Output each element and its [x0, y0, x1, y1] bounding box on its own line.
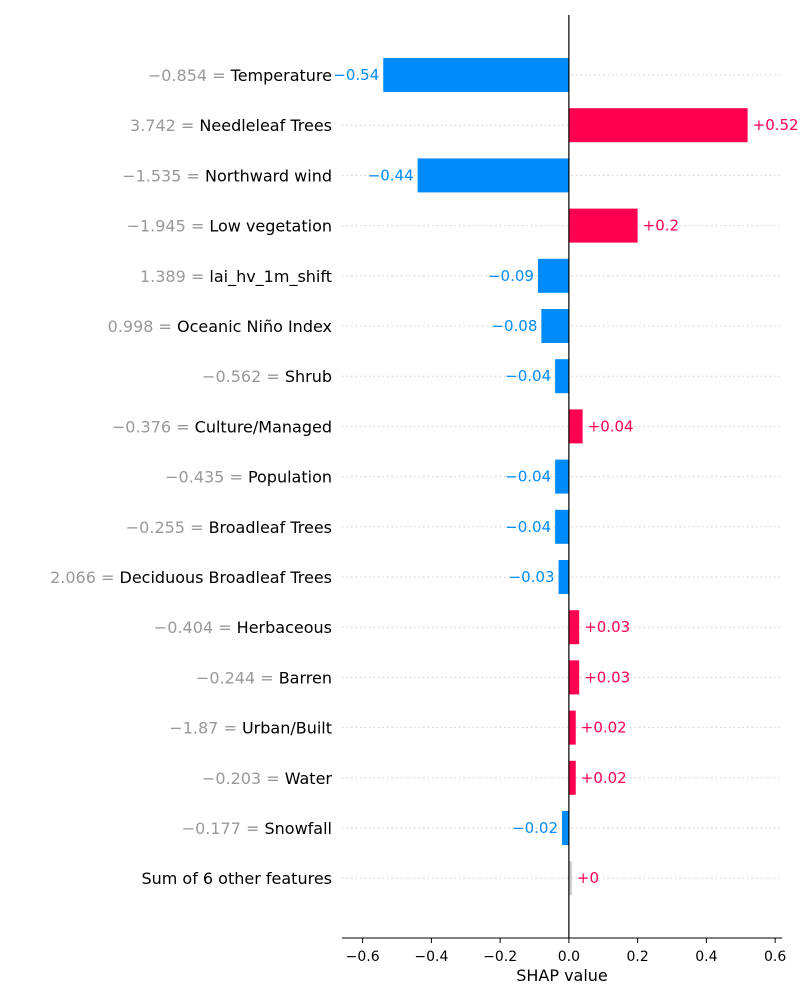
bar	[541, 309, 569, 343]
data-label: +0.03	[584, 618, 630, 636]
x-tick-label: 0.4	[695, 949, 717, 965]
data-label: −0.03	[509, 568, 555, 586]
feature-label: −1.87 = Urban/Built	[169, 719, 332, 738]
feature-name: Barren	[279, 668, 332, 687]
bar	[558, 560, 569, 594]
feature-label: −0.376 = Culture/Managed	[112, 417, 332, 436]
bar	[417, 158, 569, 193]
x-tick-label: 0.6	[764, 949, 786, 965]
feature-label: −0.177 = Snowfall	[182, 819, 332, 838]
feature-label: −0.244 = Barren	[196, 668, 332, 687]
feature-value: 1.389 =	[140, 267, 209, 286]
feature-label: −0.854 = Temperature	[148, 66, 332, 85]
feature-value: −1.945 =	[127, 217, 210, 236]
feature-value: −0.255 =	[126, 518, 209, 537]
bar	[568, 208, 638, 243]
data-label: +0.02	[581, 719, 627, 737]
feature-value: −1.87 =	[169, 719, 242, 738]
feature-value: 2.066 =	[50, 568, 119, 587]
feature-name: Urban/Built	[242, 719, 332, 738]
data-label: −0.02	[512, 819, 558, 837]
feature-name: lai_hv_1m_shift	[209, 267, 332, 287]
x-tick-label: −0.2	[483, 949, 517, 965]
bar	[568, 861, 572, 896]
feature-labels: −0.854 = Temperature 3.742 = Needleleaf T…	[50, 66, 332, 888]
feature-label: 0.998 = Oceanic Niño Index	[108, 317, 332, 336]
feature-name: Snowfall	[265, 819, 333, 838]
feature-label: −0.255 = Broadleaf Trees	[126, 518, 332, 537]
bar	[383, 58, 569, 92]
feature-value: −0.854 =	[148, 66, 231, 85]
bar	[537, 258, 569, 293]
feature-label: Sum of 6 other features	[141, 869, 332, 888]
feature-value: −1.535 =	[122, 166, 205, 185]
x-tick-label: 0.2	[626, 949, 648, 965]
data-label: +0.52	[753, 116, 799, 134]
bar	[568, 710, 576, 745]
bar	[568, 409, 583, 444]
feature-label: 2.066 = Deciduous Broadleaf Trees	[50, 568, 332, 587]
x-tick-label: −0.4	[414, 949, 448, 965]
x-tick-label: 0.0	[558, 949, 580, 965]
row-guides	[342, 74, 782, 879]
feature-label: 1.389 = lai_hv_1m_shift	[140, 267, 332, 287]
bar	[555, 459, 569, 494]
data-label: −0.09	[488, 267, 534, 285]
data-label: −0.04	[505, 367, 551, 385]
feature-value: −0.177 =	[182, 819, 265, 838]
feature-label: 3.742 = Needleleaf Trees	[130, 116, 332, 135]
feature-name: Shrub	[285, 367, 332, 386]
bar	[555, 359, 569, 394]
feature-name: Temperature	[230, 66, 332, 85]
feature-name: Oceanic Niño Index	[177, 317, 332, 336]
feature-value: 0.998 =	[108, 317, 177, 336]
bar	[562, 811, 569, 845]
feature-name: Deciduous Broadleaf Trees	[120, 568, 333, 587]
data-label: +0.02	[581, 769, 627, 787]
data-label: +0.04	[588, 417, 634, 435]
bar	[555, 509, 569, 544]
feature-name: Population	[248, 468, 332, 487]
data-label: −0.54	[333, 66, 379, 84]
x-axis: −0.6 −0.4 −0.2 0.0 0.2 0.4 0.6	[342, 937, 786, 965]
feature-label: −0.562 = Shrub	[202, 367, 332, 386]
feature-value: −0.562 =	[202, 367, 285, 386]
data-label: −0.04	[505, 518, 551, 536]
feature-value: −0.404 =	[154, 618, 237, 637]
bar	[568, 760, 576, 795]
feature-name: Culture/Managed	[195, 417, 332, 436]
feature-label: −0.404 = Herbaceous	[154, 618, 332, 637]
feature-value: 3.742 =	[130, 116, 199, 135]
data-label: −0.44	[368, 166, 414, 184]
feature-name: Northward wind	[205, 166, 332, 185]
feature-value: −0.435 =	[165, 468, 248, 487]
feature-name: Broadleaf Trees	[209, 518, 332, 537]
feature-name: Water	[285, 769, 333, 788]
data-label: −0.04	[505, 468, 551, 486]
feature-name: Low vegetation	[209, 217, 332, 236]
data-label: +0	[577, 869, 599, 887]
feature-name: Herbaceous	[237, 618, 332, 637]
bars	[383, 58, 748, 896]
bar	[568, 108, 748, 143]
feature-label: −0.435 = Population	[165, 468, 332, 487]
feature-label: −0.203 = Water	[202, 769, 333, 788]
data-label: −0.08	[491, 317, 537, 335]
feature-value: −0.376 =	[112, 417, 195, 436]
feature-value: −0.244 =	[196, 668, 279, 687]
x-axis-title: SHAP value	[516, 966, 608, 985]
data-labels: −0.54 +0.52 −0.44 +0.2 −0.09 −0.08 −0.04 +0.04 −…	[333, 66, 798, 887]
feature-name: Needleleaf Trees	[199, 116, 332, 135]
data-label: +0.03	[584, 668, 630, 686]
feature-name: Sum of 6 other features	[141, 869, 332, 888]
feature-value: −0.203 =	[202, 769, 285, 788]
bar	[568, 660, 580, 695]
data-label: +0.2	[643, 217, 679, 235]
x-tick-label: −0.6	[346, 949, 380, 965]
feature-label: −1.945 = Low vegetation	[127, 217, 332, 236]
feature-label: −1.535 = Northward wind	[122, 166, 332, 185]
bar	[568, 610, 580, 645]
